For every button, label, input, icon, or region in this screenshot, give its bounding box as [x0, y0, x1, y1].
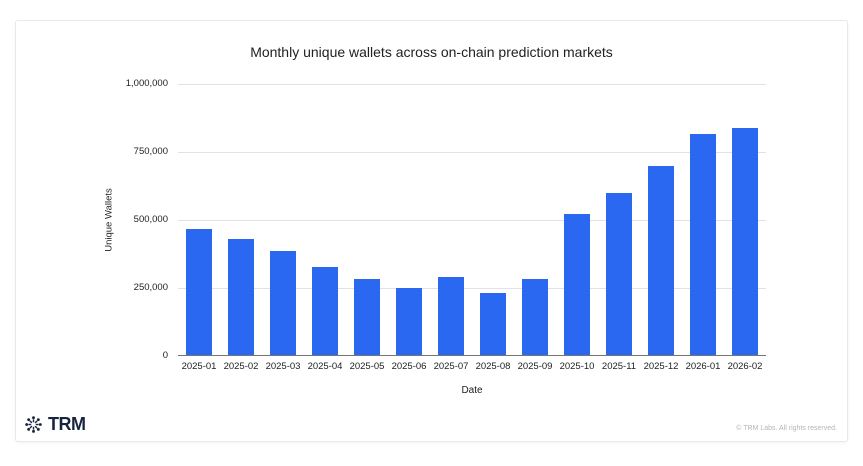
bar-2025-06 [396, 288, 422, 355]
bar-2025-09 [522, 279, 548, 355]
x-tick-label: 2025-01 [181, 361, 217, 372]
gridline [178, 84, 766, 85]
x-tick-label: 2025-07 [433, 361, 469, 372]
x-tick-label: 2025-09 [517, 361, 553, 372]
y-tick-label: 250,000 [133, 282, 168, 293]
bar-2025-10 [564, 214, 590, 355]
bar-2025-05 [354, 278, 380, 355]
x-tick-label: 2025-05 [349, 361, 385, 372]
x-tick-label: 2025-03 [265, 361, 301, 372]
bar-2025-01 [186, 229, 212, 355]
x-tick-label: 2026-02 [727, 361, 763, 372]
x-tick-label: 2025-04 [307, 361, 343, 372]
y-tick-label: 1,000,000 [125, 78, 168, 89]
bar-2025-07 [438, 276, 464, 355]
copyright-text: © TRM Labs. All rights reserved. [736, 425, 837, 432]
plot-area [178, 84, 766, 356]
x-tick-label: 2025-11 [601, 361, 637, 372]
bar-2026-01 [690, 134, 716, 355]
x-axis-labels: 2025-01 2025-02 2025-03 2025-04 2025-05 2025-… [16, 361, 847, 375]
x-tick-label: 2025-06 [391, 361, 427, 372]
gridline [178, 152, 766, 153]
y-tick-label: 500,000 [133, 214, 168, 225]
trm-logo: TRM [24, 414, 86, 434]
bar-2025-08 [480, 293, 506, 355]
bar-2025-03 [270, 250, 296, 355]
y-tick-label: 0 [162, 350, 168, 361]
trm-snowflake-icon [24, 415, 43, 434]
bar-2025-12 [648, 165, 674, 355]
y-axis-labels: 0 250,000 500,000 750,000 1,000,000 [16, 21, 168, 441]
chart-title: Monthly unique wallets across on-chain p… [250, 44, 613, 60]
x-tick-label: 2025-08 [475, 361, 511, 372]
x-axis-title: Date [461, 385, 483, 396]
brand-text: TRM [48, 413, 86, 434]
x-tick-label: 2025-10 [559, 361, 595, 372]
bar-2025-04 [312, 266, 338, 355]
bar-2025-11 [606, 192, 632, 355]
x-tick-label: 2025-02 [223, 361, 259, 372]
bar-2025-02 [228, 239, 254, 355]
x-tick-label: 2026-01 [685, 361, 721, 372]
chart-card: Monthly unique wallets across on-chain p… [15, 20, 848, 442]
x-tick-label: 2025-12 [643, 361, 679, 372]
gridline [178, 288, 766, 289]
bar-2026-02 [732, 127, 758, 355]
y-tick-label: 750,000 [133, 146, 168, 157]
gridline [178, 220, 766, 221]
